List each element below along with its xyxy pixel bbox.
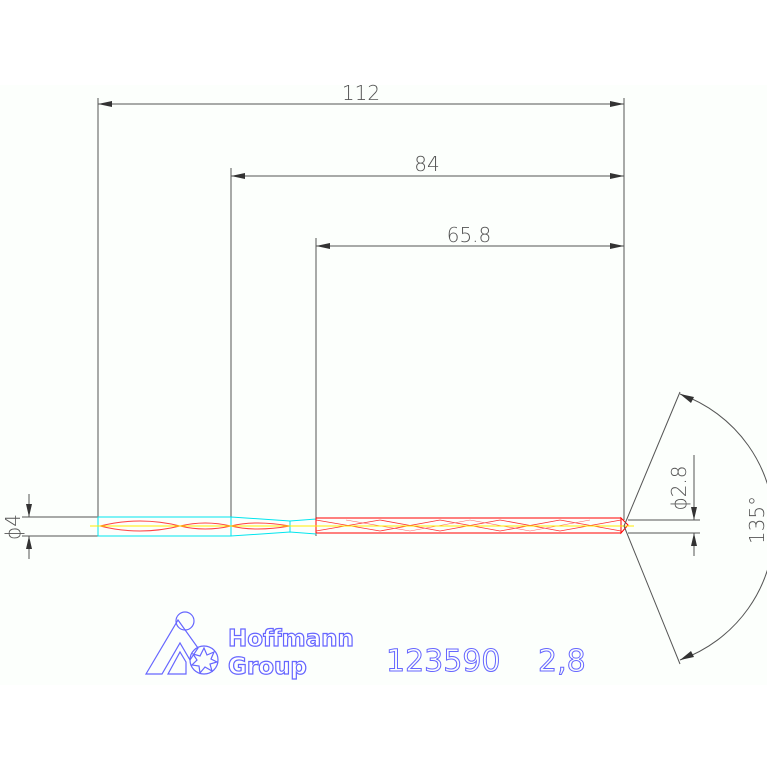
shank-diameter-label: ϕ4 — [1, 514, 25, 540]
dimension-65-8-label: 65.8 — [447, 223, 492, 247]
dimension-65-8: 65.8 — [316, 223, 624, 249]
extension-lines — [97, 98, 625, 536]
dimension-point-angle: 135° — [623, 391, 767, 665]
dimension-84: 84 — [231, 152, 624, 179]
logo-line2: Group — [228, 654, 307, 680]
dimension-84-label: 84 — [414, 152, 439, 176]
part-number: 123590 — [386, 644, 501, 679]
dimension-112-label: 112 — [342, 81, 380, 105]
drill-diameter-label: ϕ2.8 — [667, 466, 691, 511]
logo-line1: Hoffmann — [228, 626, 354, 652]
point-angle-label: 135° — [745, 496, 767, 544]
part-size: 2,8 — [538, 644, 586, 679]
dimension-drill-diameter: ϕ2.8 — [628, 455, 700, 556]
dimension-shank-diameter: ϕ4 — [1, 494, 98, 559]
hoffmann-group-logo: Hoffmann Group — [144, 611, 355, 681]
drill-bit — [90, 516, 634, 537]
dimension-112: 112 — [98, 81, 624, 107]
